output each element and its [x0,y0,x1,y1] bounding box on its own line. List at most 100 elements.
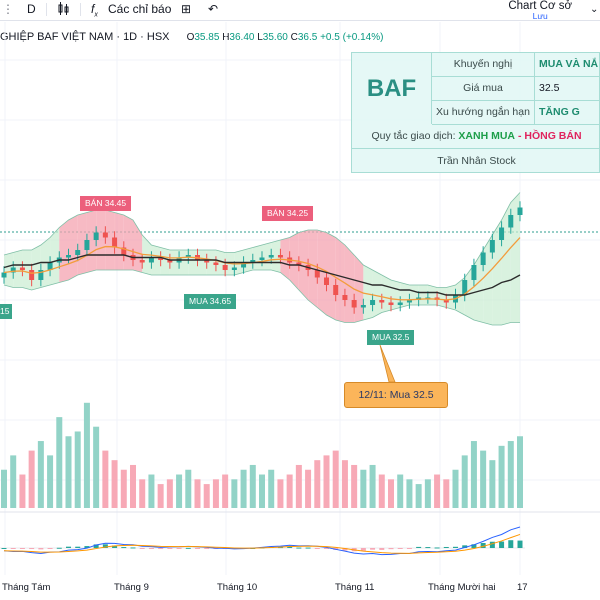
volume-bars [1,402,523,508]
band-segment [4,252,14,288]
volume-bar [443,479,450,508]
macd-histogram-bar [489,541,495,548]
volume-bar [102,450,109,508]
macd-histogram-bar [47,548,53,549]
band-segment [280,237,290,280]
ma-slow-line [3,254,521,296]
macd-histogram-bar [130,547,136,549]
band-segment [271,240,281,273]
volume-bar [212,479,219,508]
volume-bar [47,455,54,508]
x-tick-label: Tháng 11 [335,582,375,593]
x-tick-label: Tháng 10 [217,582,258,593]
volume-bar [10,455,17,508]
candle-body [241,262,247,268]
macd-signal-line [3,533,521,554]
macd-histogram-bar [296,547,302,549]
volume-bar [397,474,404,508]
candle-body [499,227,505,240]
save-label[interactable]: Lưu [532,11,548,21]
buy-price-label: Giá mua [432,77,535,101]
macd-histogram-bar [176,548,182,549]
buy-signal-tag: MUA 32.5 [367,330,415,345]
sell-signal-tag: BÁN 34.25 [262,206,314,221]
buy-signal-tag: MUA 34.65 [184,294,237,309]
interval-button[interactable]: D [27,2,36,16]
volume-bar [19,474,26,508]
indicators-button[interactable]: Các chỉ báo [108,2,172,16]
macd-histogram-bar [508,540,514,548]
top-toolbar: ⋮ D fx Các chỉ báo ⊞ ↶ Chart Cơ sở Lưu ⌄ [0,0,600,21]
band-segment [50,227,60,285]
band-segment [31,245,41,290]
buy-callout: 12/11: Mua 32.5 [344,382,448,408]
macd-histogram-bar [314,548,320,549]
band-upper-line [3,192,521,288]
volume-bar [249,464,256,508]
volume-bar [369,464,376,508]
band-segment [160,247,170,275]
volume-bar [176,474,183,508]
band-segment [169,250,180,275]
macd-histogram-bar [29,548,35,550]
candle-body [66,255,71,258]
volume-bar [314,460,321,508]
chart-layout-label[interactable]: Chart Cơ sở [508,0,572,12]
candle-body [397,302,403,305]
macd-line [3,526,521,556]
candle-body [379,300,385,303]
volume-bar [203,484,210,508]
macd-histogram-bar [102,544,108,548]
undo-icon[interactable]: ↶ [208,2,219,16]
sell-signal-tag: BÁN 34.45 [80,196,132,211]
macd-histogram-bar [480,543,486,548]
drag-handle-icon[interactable]: ⋮ [2,2,14,16]
macd-histogram-bar [167,548,173,549]
chevron-down-icon[interactable]: ⌄ [590,4,599,15]
volume-bar [434,474,441,508]
candle-body [314,270,320,278]
indicators-icon[interactable]: fx [91,2,98,19]
candle-body [351,300,357,308]
chart-layout-menu[interactable]: Chart Cơ sở Lưu [508,0,572,21]
candle-body [324,277,329,285]
band-segment [298,230,309,300]
macd-histogram-bar [121,547,127,549]
volume-bar [452,469,459,508]
candle-style-icon[interactable] [58,2,70,20]
author-label: Trần Nhân Stock [437,155,516,167]
candle-body [93,232,99,240]
macd-histogram-bar [84,546,90,548]
candle-body [370,300,376,305]
candle-body [406,300,412,303]
symbol-legend: GHIỆP BAF VIỆT NAM · 1D · HSX O35.85 H36… [0,31,383,43]
volume-bar [28,450,35,508]
volume-bar [93,426,100,508]
volume-bar [461,455,468,508]
candle-body [29,270,35,280]
trend-value: TĂNG G [535,101,600,125]
volume-bar [194,479,201,508]
callout-pointer [379,344,396,383]
moving-averages [3,237,521,383]
candle-body [517,207,523,215]
band-segment [418,285,428,305]
symbol-name[interactable]: GHIỆP BAF VIỆT NAM · 1D · HSX [0,31,170,43]
candle-body [360,305,366,308]
macd-histogram-bar [75,546,81,548]
volume-bar [470,441,477,508]
candle-body [259,257,265,260]
alerts-icon[interactable]: ⊞ [181,2,192,16]
volume-bar [323,455,330,508]
band-segment [123,215,133,270]
macd-histogram-bar [139,548,145,549]
band-segment [317,230,327,315]
band-segment [68,215,78,280]
band-segment [151,245,161,275]
candle-body [139,260,145,263]
ema-fast-line [3,237,521,301]
volume-bar [517,436,523,508]
candle-body [222,265,228,270]
candle-body [204,260,210,263]
